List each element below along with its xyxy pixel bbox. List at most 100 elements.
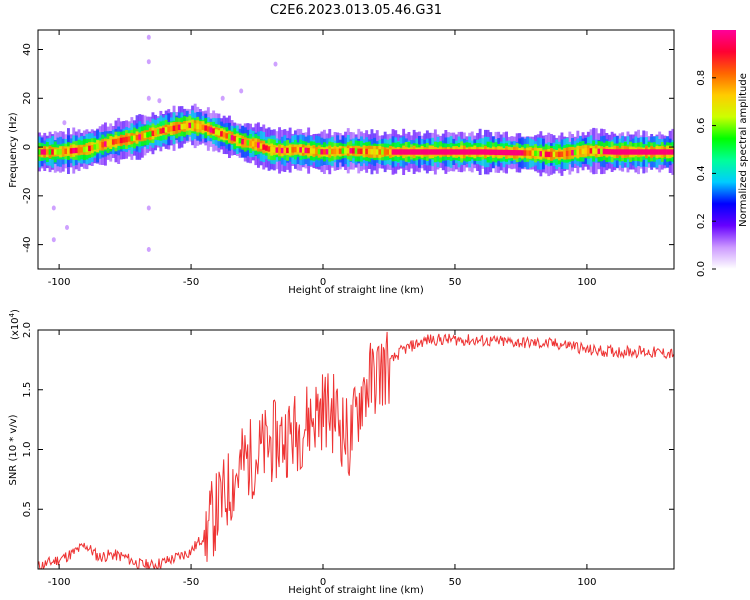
heatmap-cell [394, 149, 398, 155]
heatmap-cell [159, 128, 163, 134]
heatmap-cell [254, 141, 258, 148]
heatmap-cell [170, 126, 173, 132]
heatmap-cell [373, 149, 377, 155]
heatmap-cell [579, 149, 582, 155]
heatmap-cell [404, 149, 408, 155]
heatmap-cell [383, 149, 387, 155]
heatmap-cell [217, 130, 221, 136]
heatmap-speck [51, 205, 56, 211]
heatmap-cell [88, 145, 91, 152]
spectrogram-y-ticks: -40 -20 0 20 40 [22, 43, 674, 253]
heatmap-cell [301, 147, 305, 153]
heatmap-cell [531, 150, 535, 156]
heatmap-speck [239, 88, 244, 94]
x-tick-label: 100 [577, 277, 596, 288]
heatmap-cell [344, 148, 347, 154]
heatmap-cell [183, 123, 186, 129]
heatmap-cell [365, 148, 369, 155]
heatmap-cell [645, 149, 648, 155]
heatmap-cell [631, 149, 635, 155]
snr-series-line [38, 331, 674, 569]
y-tick-label: 40 [22, 43, 33, 56]
heatmap-cell [346, 148, 350, 154]
heatmap-cell [476, 149, 479, 155]
heatmap-cell [565, 150, 569, 157]
heatmap-cell [154, 129, 157, 136]
heatmap-cell [214, 129, 218, 135]
heatmap-cell [655, 149, 659, 155]
heatmap-cell [650, 149, 654, 155]
heatmap-cell [621, 149, 625, 155]
heatmap-cell [230, 135, 234, 141]
heatmap-cell [206, 126, 210, 132]
heatmap-cell [613, 149, 617, 155]
heatmap-cell [586, 148, 590, 154]
heatmap-cell [312, 148, 316, 154]
heatmap-cell [362, 148, 366, 155]
heatmap-cell [439, 149, 442, 155]
x-tick-label: 0 [320, 577, 326, 588]
x-tick-label: -50 [183, 577, 199, 588]
heatmap-cell [652, 149, 656, 155]
heatmap-cell [510, 150, 514, 156]
heatmap-speck [146, 59, 151, 65]
heatmap-speck [146, 247, 151, 252]
heatmap-cell [246, 140, 250, 146]
heatmap-cell [96, 143, 99, 149]
heatmap-cell [201, 124, 205, 130]
heatmap-cell [526, 150, 530, 156]
heatmap-speck [146, 95, 151, 101]
heatmap-cell [199, 124, 202, 130]
y-tick-label: -40 [22, 236, 33, 252]
heatmap-cell [666, 149, 669, 155]
heatmap-cell [270, 146, 274, 153]
heatmap-cell [349, 148, 353, 154]
heatmap-cell [98, 142, 102, 149]
heatmap-cell [133, 135, 136, 141]
heatmap-cell [69, 148, 73, 154]
heatmap-cell [563, 151, 567, 157]
heatmap-cell [425, 149, 429, 155]
heatmap-cell [486, 149, 490, 155]
heatmap-cell [468, 149, 472, 155]
heatmap-cell [391, 149, 395, 155]
heatmap-cell [191, 122, 194, 129]
heatmap-cell [668, 149, 672, 155]
heatmap-cell [280, 147, 284, 154]
heatmap-cell [499, 149, 503, 156]
spectrogram-x-ticks: -100 -50 0 50 100 [48, 30, 596, 288]
heatmap-cell [505, 149, 508, 156]
heatmap-cell [286, 147, 289, 154]
x-tick-label: -50 [183, 277, 199, 288]
heatmap-cell [637, 149, 640, 155]
heatmap-cell [381, 149, 384, 155]
heatmap-cell [56, 149, 60, 155]
heatmap-cell [265, 145, 268, 151]
heatmap-cell [315, 148, 318, 154]
heatmap-cell [367, 149, 371, 155]
x-tick-label: 0 [320, 277, 326, 288]
heatmap-cell [72, 147, 76, 154]
heatmap-cell [328, 149, 332, 155]
heatmap-cell [130, 135, 134, 142]
y-tick-label: 1.0 [22, 442, 33, 458]
heatmap-cell [257, 142, 260, 148]
y-tick-label: 0 [22, 144, 33, 150]
heatmap-cell [241, 139, 245, 145]
heatmap-cell [138, 134, 142, 140]
heatmap-cell [623, 149, 627, 155]
colorbar: 0.0 0.2 0.4 0.6 0.8 Normalized spectral ampl… [696, 30, 749, 277]
heatmap-cell [597, 148, 601, 154]
y-tick-label: -20 [22, 188, 33, 204]
heatmap-cell [272, 147, 276, 153]
heatmap-cell [610, 149, 614, 155]
snr-plot-area [38, 331, 674, 569]
heatmap-cell [389, 149, 392, 155]
heatmap-cell [51, 149, 55, 155]
heatmap-cell [375, 149, 379, 155]
heatmap-cell [663, 149, 667, 155]
heatmap-cell [278, 147, 281, 154]
heatmap-cell [415, 149, 419, 155]
heatmap-cell [267, 146, 271, 152]
